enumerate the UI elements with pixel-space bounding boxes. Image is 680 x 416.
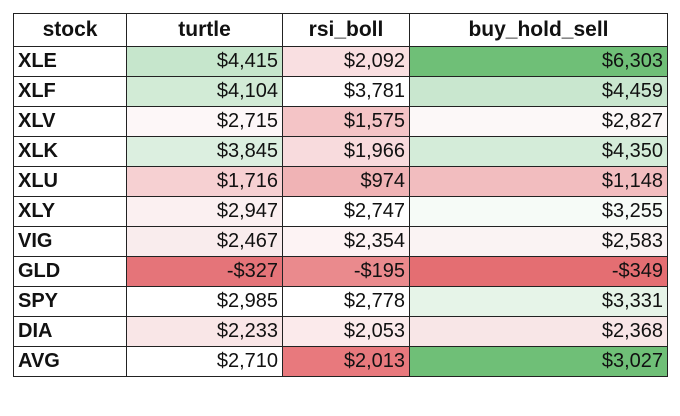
cell-buy-hold-sell: $2,827	[409, 106, 668, 137]
cell-rsi-boll: $1,575	[282, 106, 410, 137]
cell-turtle: $4,104	[126, 76, 283, 107]
cell-buy-hold-sell: $3,255	[409, 196, 668, 227]
cell-rsi-boll: $2,053	[282, 316, 410, 347]
cell-buy-hold-sell: $3,027	[409, 346, 668, 377]
cell-turtle: $1,716	[126, 166, 283, 197]
cell-rsi-boll: -$195	[282, 256, 410, 287]
table-row: XLY $2,947 $2,747 $3,255	[13, 196, 668, 227]
cell-rsi-boll: $2,747	[282, 196, 410, 227]
cell-buy-hold-sell: -$349	[409, 256, 668, 287]
cell-stock: GLD	[13, 256, 127, 287]
cell-buy-hold-sell: $2,583	[409, 226, 668, 257]
cell-buy-hold-sell: $1,148	[409, 166, 668, 197]
cell-turtle: $2,710	[126, 346, 283, 377]
cell-rsi-boll: $2,013	[282, 346, 410, 377]
cell-buy-hold-sell: $2,368	[409, 316, 668, 347]
table-row: XLV $2,715 $1,575 $2,827	[13, 106, 668, 137]
cell-rsi-boll: $3,781	[282, 76, 410, 107]
results-table-container: stock turtle rsi_boll buy_hold_sell XLE $…	[13, 13, 668, 377]
cell-buy-hold-sell: $4,459	[409, 76, 668, 107]
table-row: VIG $2,467 $2,354 $2,583	[13, 226, 668, 257]
cell-stock: XLY	[13, 196, 127, 227]
cell-rsi-boll: $974	[282, 166, 410, 197]
column-header-turtle: turtle	[126, 13, 283, 47]
table-row: AVG $2,710 $2,013 $3,027	[13, 346, 668, 377]
cell-turtle: $2,467	[126, 226, 283, 257]
table-row: XLK $3,845 $1,966 $4,350	[13, 136, 668, 167]
cell-stock: XLE	[13, 46, 127, 77]
cell-buy-hold-sell: $3,331	[409, 286, 668, 317]
column-header-stock: stock	[13, 13, 127, 47]
cell-rsi-boll: $2,354	[282, 226, 410, 257]
cell-turtle: $3,845	[126, 136, 283, 167]
table-row: XLF $4,104 $3,781 $4,459	[13, 76, 668, 107]
header-row: stock turtle rsi_boll buy_hold_sell	[13, 13, 668, 47]
cell-stock: AVG	[13, 346, 127, 377]
cell-stock: XLV	[13, 106, 127, 137]
cell-turtle: $2,947	[126, 196, 283, 227]
cell-stock: XLK	[13, 136, 127, 167]
cell-buy-hold-sell: $6,303	[409, 46, 668, 77]
strategy-results-table: stock turtle rsi_boll buy_hold_sell XLE $…	[13, 13, 668, 377]
cell-rsi-boll: $2,092	[282, 46, 410, 77]
table-row: SPY $2,985 $2,778 $3,331	[13, 286, 668, 317]
cell-turtle: $4,415	[126, 46, 283, 77]
cell-turtle: -$327	[126, 256, 283, 287]
table-row: XLE $4,415 $2,092 $6,303	[13, 46, 668, 77]
cell-turtle: $2,233	[126, 316, 283, 347]
column-header-buy-hold-sell: buy_hold_sell	[409, 13, 668, 47]
cell-rsi-boll: $2,778	[282, 286, 410, 317]
column-header-rsi-boll: rsi_boll	[282, 13, 410, 47]
cell-stock: XLF	[13, 76, 127, 107]
cell-turtle: $2,985	[126, 286, 283, 317]
table-row: GLD -$327 -$195 -$349	[13, 256, 668, 287]
table-row: XLU $1,716 $974 $1,148	[13, 166, 668, 197]
cell-stock: DIA	[13, 316, 127, 347]
table-body: XLE $4,415 $2,092 $6,303 XLF $4,104 $3,781 $4,4…	[13, 46, 668, 377]
cell-buy-hold-sell: $4,350	[409, 136, 668, 167]
cell-stock: XLU	[13, 166, 127, 197]
cell-stock: SPY	[13, 286, 127, 317]
cell-rsi-boll: $1,966	[282, 136, 410, 167]
cell-turtle: $2,715	[126, 106, 283, 137]
table-row: DIA $2,233 $2,053 $2,368	[13, 316, 668, 347]
cell-stock: VIG	[13, 226, 127, 257]
